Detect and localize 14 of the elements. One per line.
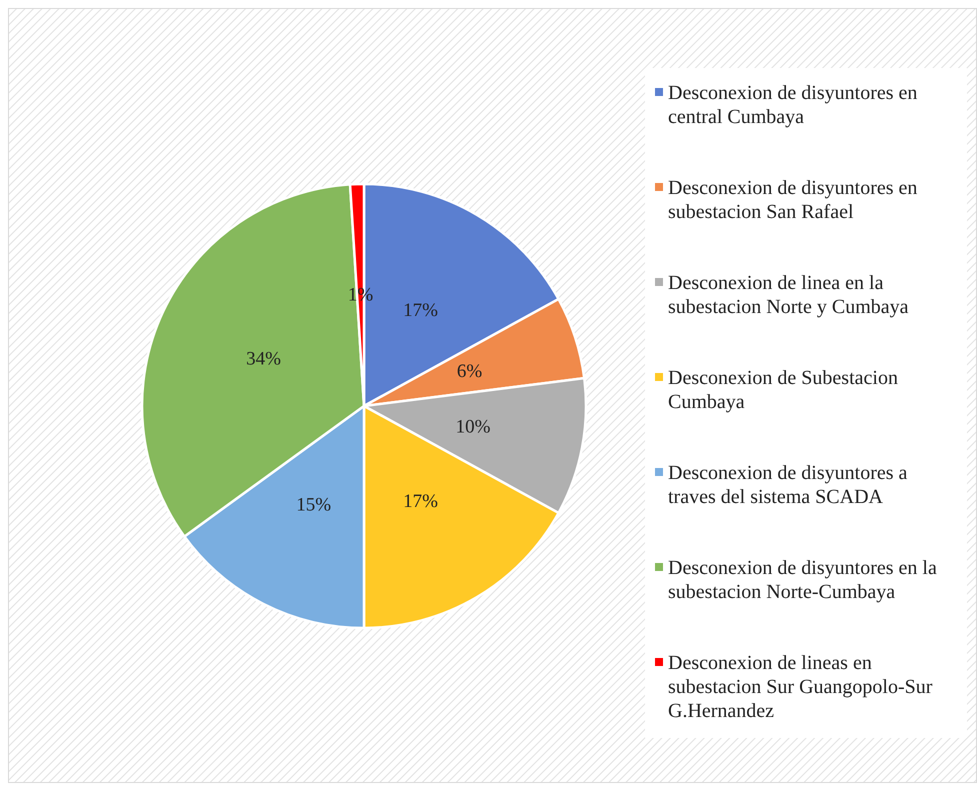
data-label: 17% xyxy=(403,300,438,321)
data-label: 1% xyxy=(348,284,374,306)
data-label: 34% xyxy=(246,348,282,370)
legend-label: Desconexion de disyuntores en la subestacion Norte-Cumbaya xyxy=(668,557,937,603)
legend-label: Desconexion de linea en la subestacion Norte y Cumbaya xyxy=(668,272,909,318)
legend-label: Desconexion de lineas en subestacion Sur Guangopolo-Sur G.Hernandez xyxy=(668,652,933,722)
data-label: 10% xyxy=(456,416,491,438)
data-label: 17% xyxy=(403,491,438,512)
legend-label: Desconexion de disyuntores a traves del sistema SCADA xyxy=(668,462,908,508)
data-label: 15% xyxy=(296,494,332,516)
data-label: 6% xyxy=(456,361,482,382)
legend-label: Desconexion de disyuntores en subestacion San Rafael xyxy=(668,177,918,223)
legend-label: Desconexion de Subestacion Cumbaya xyxy=(668,367,898,413)
legend-label: Desconexion de disyuntores en central Cumbaya xyxy=(668,82,918,128)
